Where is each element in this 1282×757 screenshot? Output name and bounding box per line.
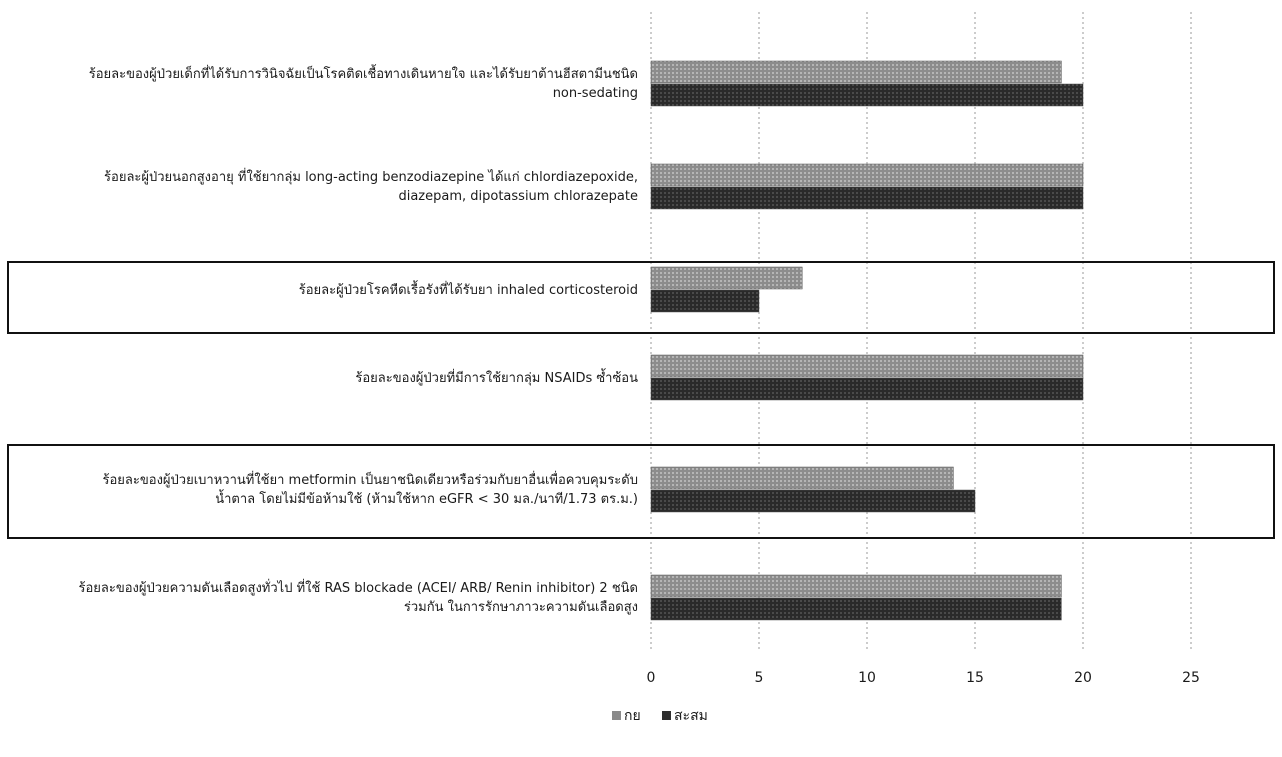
x-tick-label: 10	[858, 670, 876, 686]
x-tick-label: 25	[1182, 670, 1200, 686]
bar-series2	[650, 597, 1062, 621]
bar-series2	[650, 289, 760, 313]
category-label-6: ร้อยละของผู้ป่วยความดันเลือดสูงทั่วไป ที…	[78, 581, 638, 615]
bar-series1	[650, 574, 1062, 598]
category-label-1: ร้อยละของผู้ป่วยเด็กที่ได้รับการวินิจฉัย…	[88, 67, 638, 101]
bar-series1	[650, 354, 1084, 378]
highlight-box	[7, 261, 1275, 334]
bar-series1	[650, 466, 954, 490]
bar-series1	[650, 163, 1084, 187]
bar-series2	[650, 186, 1084, 210]
category-label-5: ร้อยละของผู้ป่วยเบาหวานที่ใช้ยา metformi…	[102, 473, 638, 507]
x-tick-label: 15	[966, 670, 984, 686]
x-tick-label: 5	[755, 670, 764, 686]
bar-series2	[650, 377, 1084, 401]
bar-series1	[650, 266, 803, 290]
category-label-4: ร้อยละของผู้ป่วยที่มีการใช้ยากลุ่ม NSAID…	[355, 370, 638, 386]
x-tick-label: 0	[647, 670, 656, 686]
category-label-3: ร้อยละผู้ป่วยโรคหืดเรื้อรังที่ได้รับยา i…	[298, 282, 638, 298]
x-tick-label: 20	[1074, 670, 1092, 686]
bar-series2	[650, 83, 1084, 107]
bar-series1	[650, 60, 1062, 84]
category-label-2: ร้อยละผู้ป่วยนอกสูงอายุ ที่ใช้ยากลุ่ม lo…	[104, 170, 638, 204]
legend-label: กย	[624, 708, 641, 724]
bar-series2	[650, 489, 976, 513]
legend-label: สะสม	[674, 708, 708, 724]
highlight-box	[7, 444, 1275, 539]
category-labels: ร้อยละของผู้ป่วยเด็กที่ได้รับการวินิจฉัย…	[78, 0, 638, 757]
legend-swatch	[662, 711, 671, 720]
legend-swatch	[612, 711, 621, 720]
